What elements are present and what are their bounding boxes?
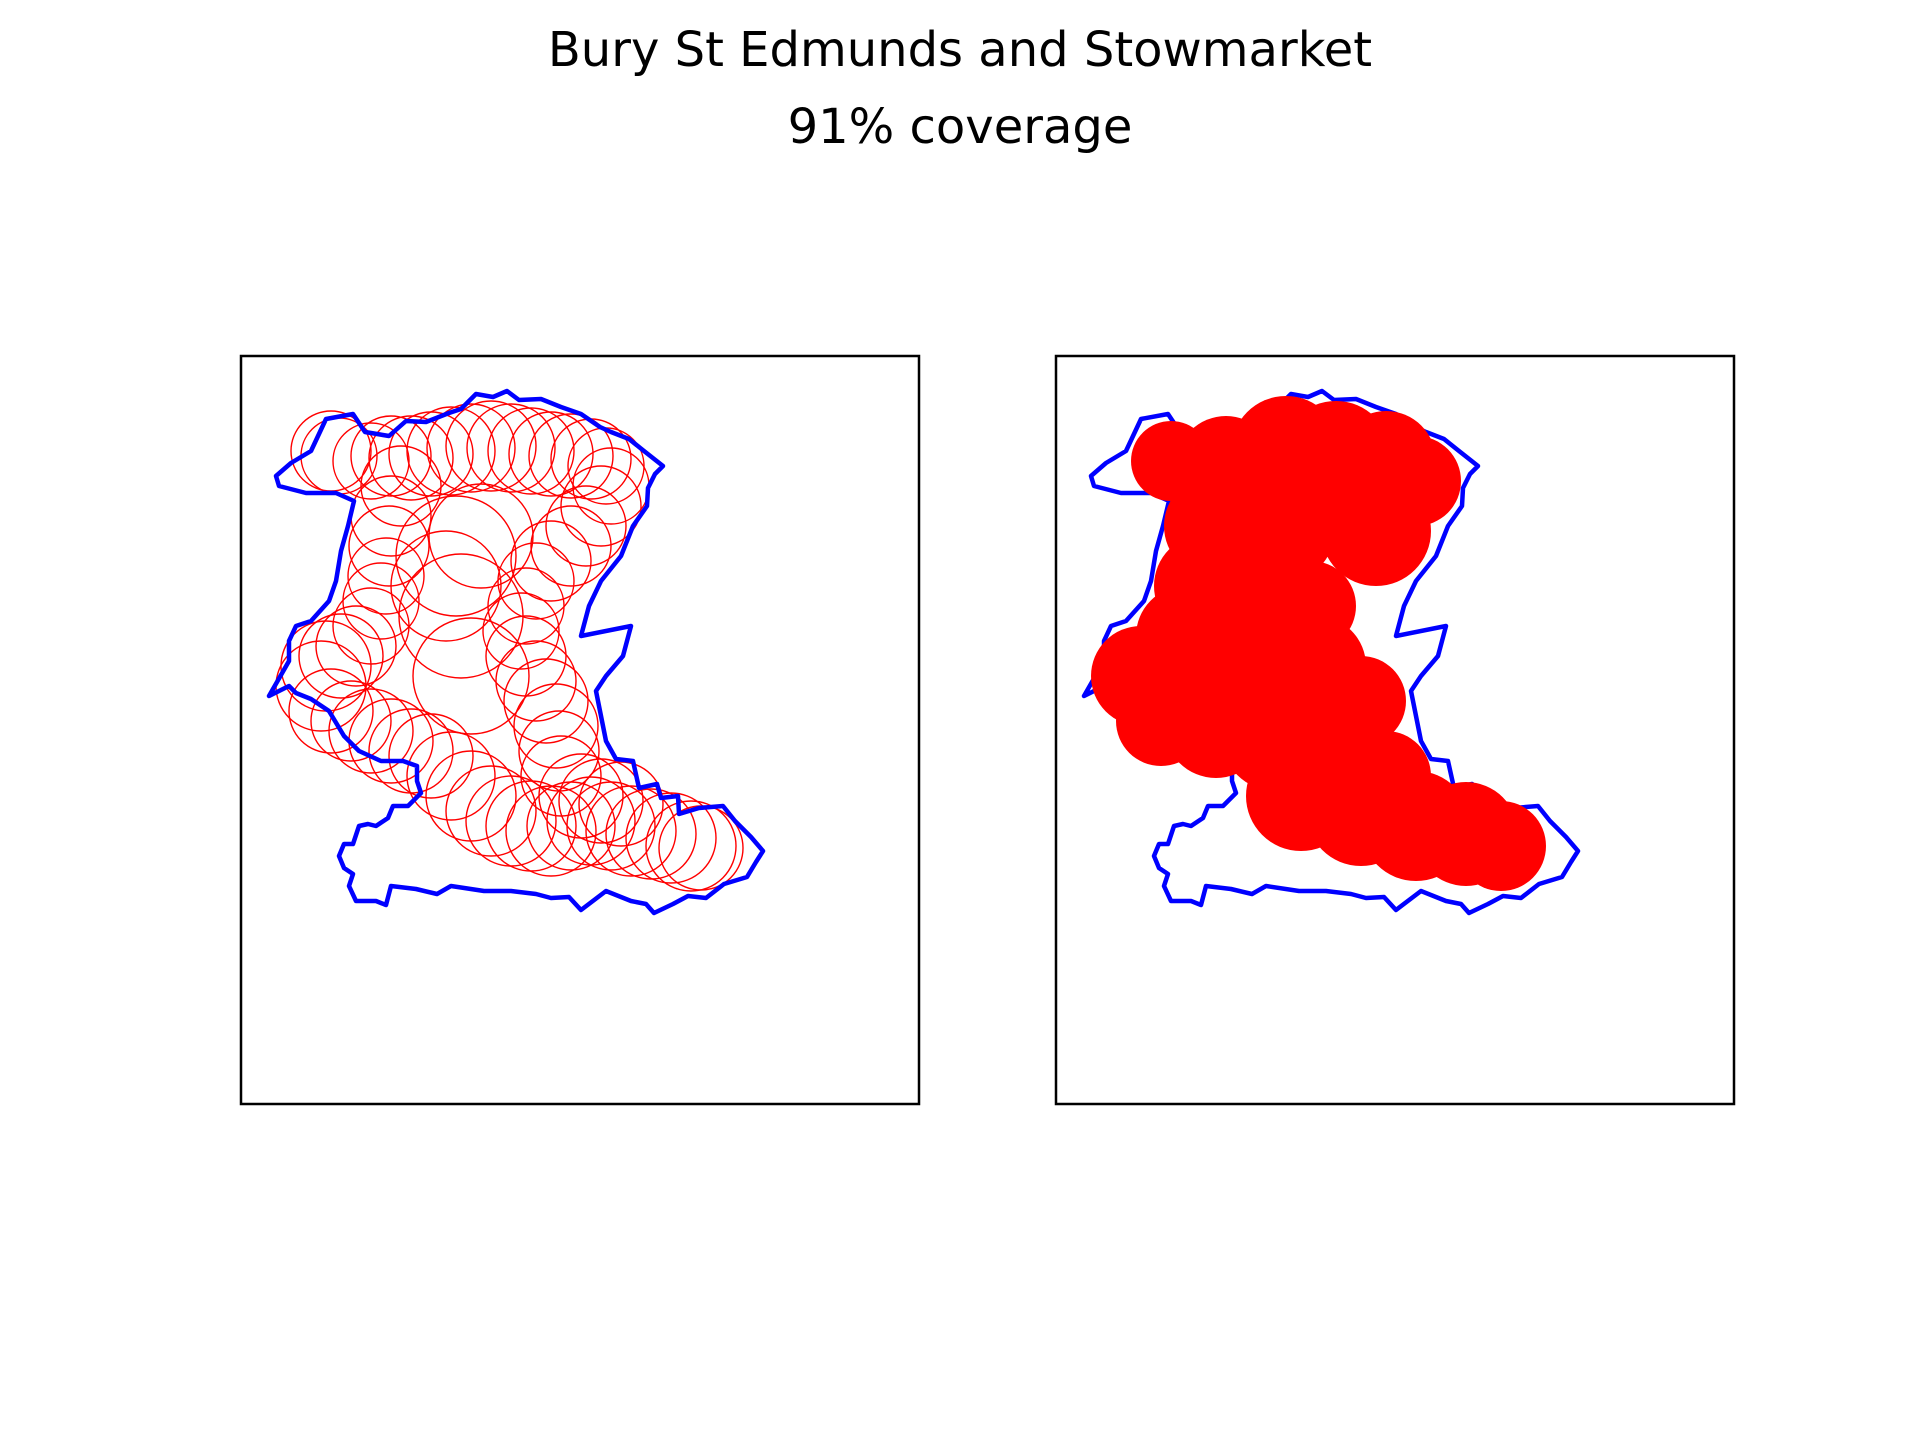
figure-title: Bury St Edmunds and Stowmarket — [548, 22, 1372, 78]
outline-panel — [239, 354, 921, 1106]
coverage-circle-outlines — [275, 400, 744, 892]
coverage-filled-area — [1091, 396, 1546, 891]
filled-panel — [1054, 354, 1736, 1106]
panel-frame — [239, 354, 921, 1106]
figure-subtitle: 91% coverage — [788, 99, 1133, 155]
panel-frame — [1054, 354, 1736, 1106]
